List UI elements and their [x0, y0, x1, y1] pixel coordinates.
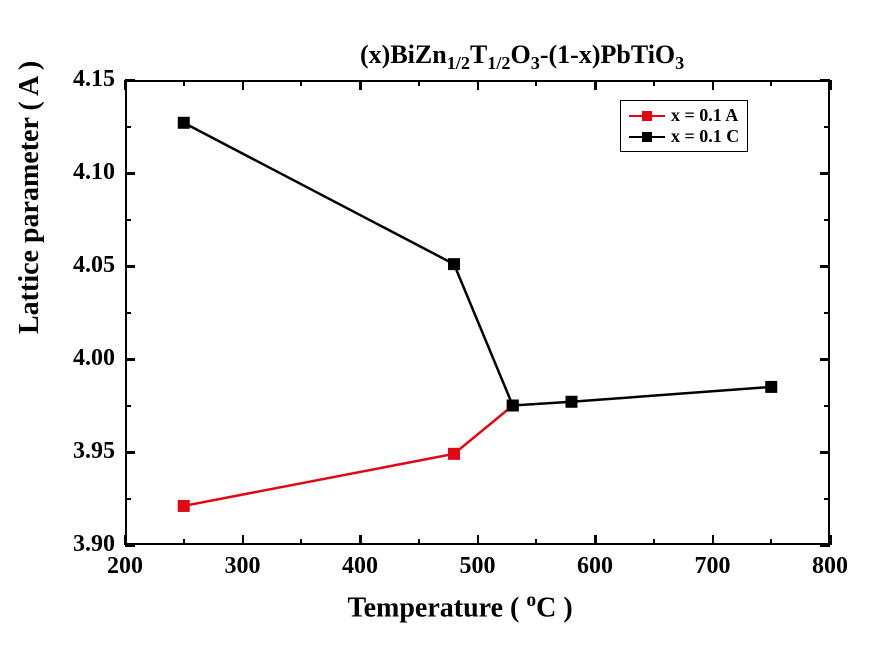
legend-label: x = 0.1 C: [671, 126, 739, 147]
legend-item: x = 0.1 A: [629, 105, 739, 126]
data-marker: [448, 258, 460, 270]
legend: x = 0.1 Ax = 0.1 C: [620, 100, 748, 152]
legend-item: x = 0.1 C: [629, 126, 739, 147]
series-layer: [0, 0, 882, 657]
chart-container: (x)BiZn1/2T1/2O3-(1-x)PbTiO3Lattice para…: [0, 0, 882, 657]
series-line: [184, 406, 513, 506]
data-marker: [507, 400, 519, 412]
data-marker: [765, 381, 777, 393]
legend-swatch: [629, 115, 665, 117]
series-line: [184, 123, 772, 406]
legend-label: x = 0.1 A: [671, 105, 738, 126]
data-marker: [178, 500, 190, 512]
data-marker: [566, 396, 578, 408]
data-marker: [448, 448, 460, 460]
legend-swatch: [629, 136, 665, 138]
data-marker: [178, 117, 190, 129]
